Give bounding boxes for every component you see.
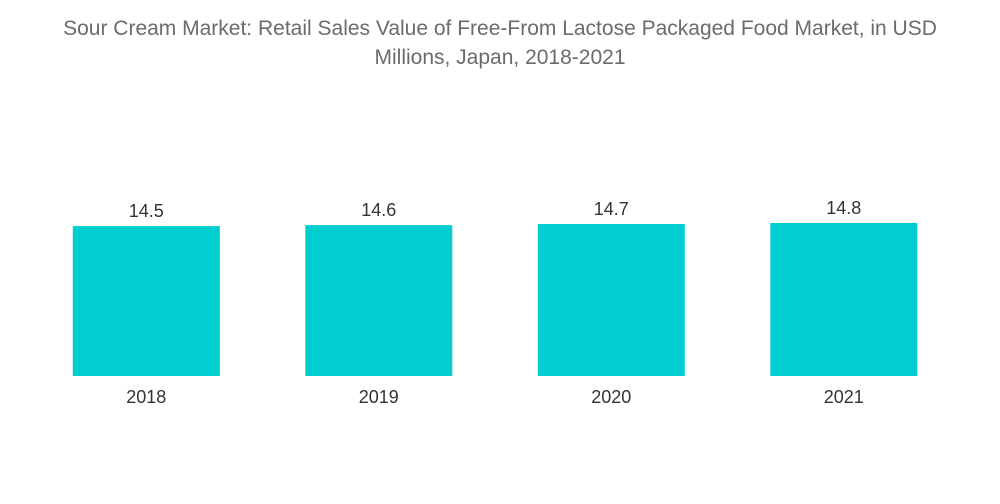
- chart-title: Sour Cream Market: Retail Sales Value of…: [0, 14, 1000, 72]
- chart-title-line-1: Sour Cream Market: Retail Sales Value of…: [63, 17, 937, 40]
- chart-title-line-2: Millions, Japan, 2018-2021: [374, 46, 626, 69]
- data-label-2021: 14.8: [826, 198, 861, 218]
- bar-2020: [537, 224, 685, 376]
- data-label-2020: 14.7: [594, 199, 629, 219]
- data-label-2018: 14.5: [129, 201, 164, 221]
- data-label-2019: 14.6: [361, 200, 396, 220]
- x-tick-label-2018: 2018: [126, 387, 166, 407]
- bar-2019: [305, 225, 453, 376]
- x-tick-label-2019: 2019: [359, 387, 399, 407]
- bar-2021: [770, 223, 918, 376]
- x-tick-label-2020: 2020: [591, 387, 631, 407]
- bar-2018: [72, 226, 220, 376]
- x-tick-label-2021: 2021: [824, 387, 864, 407]
